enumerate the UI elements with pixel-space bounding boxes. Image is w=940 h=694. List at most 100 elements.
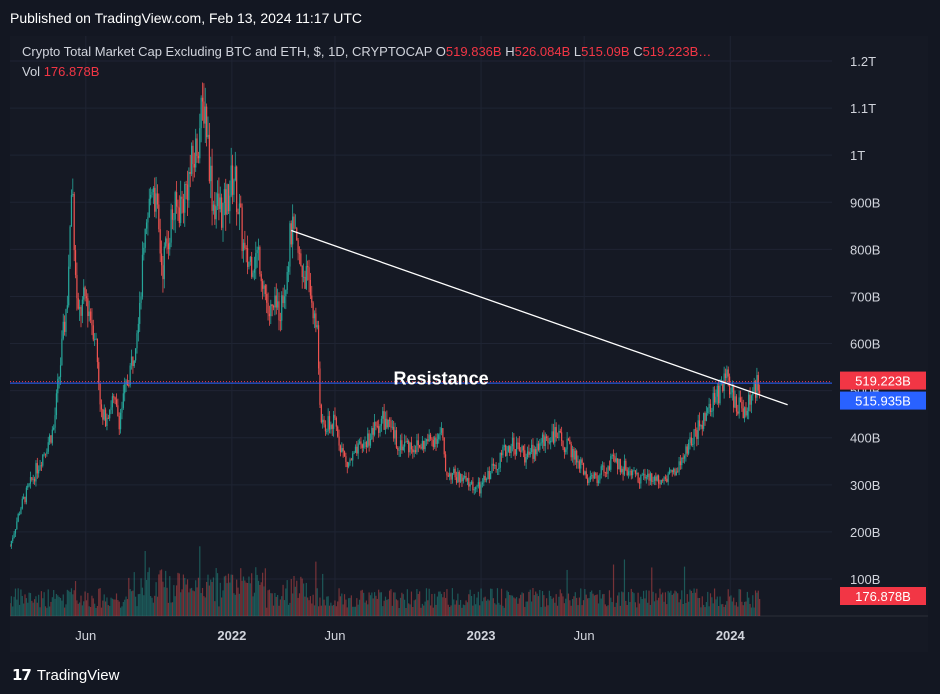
legend[interactable]: Crypto Total Market Cap Excluding BTC an… [22,42,711,82]
candle-body [444,454,447,472]
candle-body [361,444,363,448]
volume-bar [589,591,591,616]
volume-bar [469,589,471,616]
candle-body [566,438,568,450]
x-axis[interactable]: Jun 2022 Jun 2023 Jun 2024 [75,628,745,643]
volume-bar [260,582,262,616]
trendline[interactable] [291,229,788,406]
volume-bar [324,605,327,616]
chart-panel[interactable]: Resistance 1.2T 1.1T 1T 900B 800B 700B 600B 500… [10,36,928,652]
candle-body [511,437,514,447]
volume-bar [652,591,654,616]
candle-body [630,470,632,476]
volume-bar [419,591,421,616]
candle-body [74,250,77,275]
volume-bar [95,607,97,616]
candle-body [365,442,367,448]
candle-body [485,478,488,481]
volume-bar [55,593,58,616]
candle-body [753,381,755,392]
volume-bar [671,594,673,616]
candle-body [177,206,179,208]
candle-body [367,433,369,448]
volume-bar [264,568,266,616]
volume-bar [756,592,758,616]
volume-bar [342,604,344,616]
candle-body [525,457,527,463]
candle-body [286,272,288,290]
volume-bar [556,605,559,616]
candle-body [278,301,280,321]
candle-body [193,163,195,168]
candle-body [173,219,175,221]
candle-body [428,434,430,442]
volume-bar [711,597,713,616]
volume-bar [145,579,148,616]
volume-bar [735,602,738,616]
volume-bar [171,602,174,616]
candle-body [16,521,18,530]
candle-body [219,197,221,210]
volume-bar [118,601,120,616]
volume-bar [503,607,505,616]
candle-body [674,468,676,476]
volume-bar [500,588,503,616]
volume-bar [495,604,497,616]
volume-bar [328,605,331,616]
candle-body [106,417,108,426]
volume-bar [54,598,56,616]
candles [10,82,761,549]
candle-body [618,459,620,470]
volume-bar [552,597,555,616]
volume-bar [754,590,757,616]
volume-bar [582,600,585,616]
candle-body [354,446,357,453]
volume-bar [48,606,51,616]
volume-bar [653,601,656,616]
candle-body [307,266,309,268]
volume-bar [475,604,477,616]
candle-body [240,203,242,208]
price-chart[interactable]: Resistance 1.2T1.1T1T900B800B700B600B500… [10,36,928,652]
candle-body [705,413,707,421]
candle-body [62,321,64,339]
volume-bar [532,588,534,616]
volume-bar [16,599,18,616]
candle-body [632,470,634,476]
volume-bar [612,564,615,616]
volume-bar [520,594,522,616]
candle-body [94,339,96,340]
candle-body [565,449,567,453]
tradingview-logo-icon: 17 [12,666,32,684]
candle-body [308,267,310,281]
volume-bar [458,604,460,616]
volume-bar [667,591,669,616]
volume-bar [120,607,122,616]
candle-body [432,439,434,448]
footer[interactable]: 17 TradingView [12,664,119,686]
candle-body [670,470,672,472]
volume-bar [148,567,150,616]
volume-bar [723,606,725,616]
candle-body [606,472,608,474]
volume-bar [104,601,107,616]
candle-body [689,437,691,443]
candle-body [356,446,358,454]
volume-bar [80,595,82,616]
candle-body [328,416,331,430]
legend-title: Crypto Total Market Cap Excluding BTC an… [22,44,433,59]
candle-body [266,293,268,303]
candle-body [738,397,740,414]
candle-body [237,212,239,215]
volume-bar [679,599,682,616]
candle-body [206,106,208,138]
y-axis[interactable]: 1.2T1.1T1T900B800B700B600B500B400B300B20… [850,54,880,587]
candle-body [24,496,26,503]
volume-bar [666,604,668,616]
volume-bar [584,589,586,616]
volume-bar [182,574,185,616]
candle-body [107,417,109,419]
candle-body [260,274,262,282]
volume-bar [245,582,247,616]
volume-bar [479,605,481,616]
